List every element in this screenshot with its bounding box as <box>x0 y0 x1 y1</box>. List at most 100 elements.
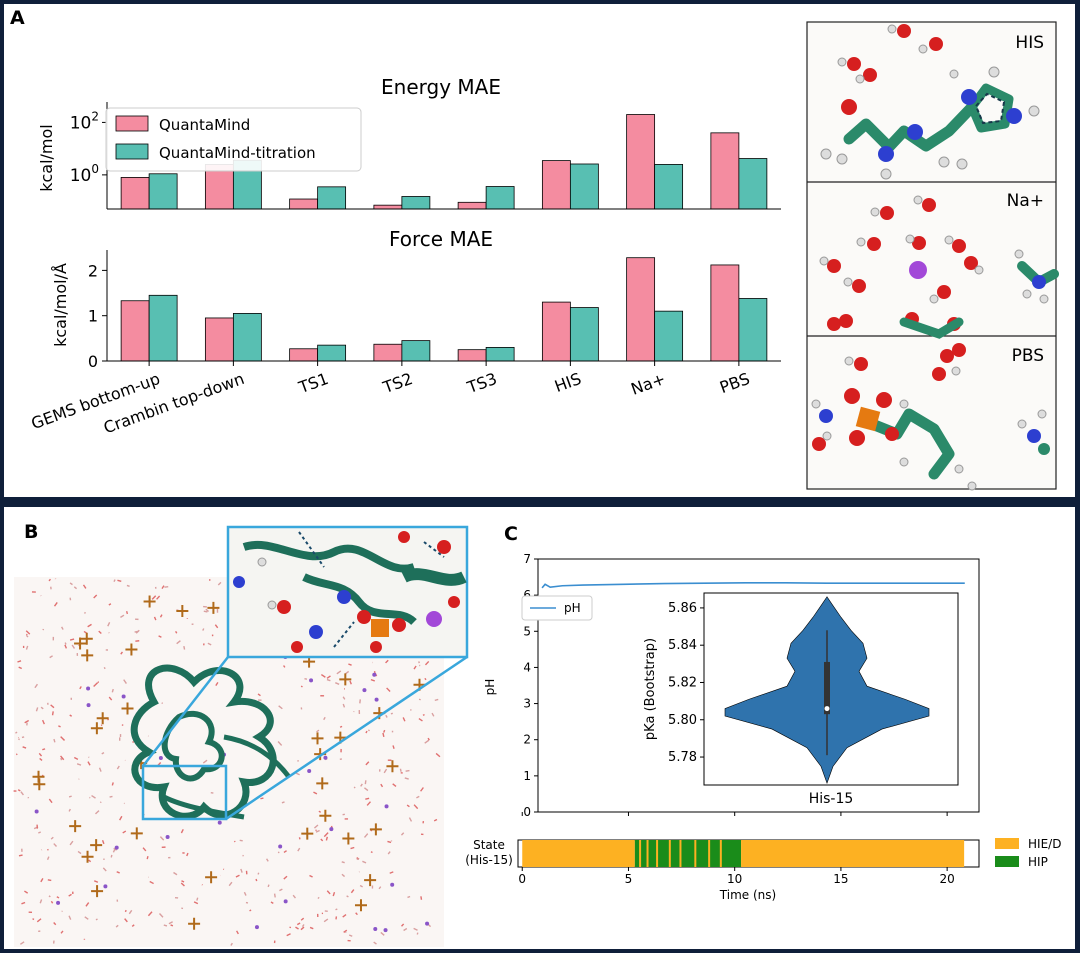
water-molecule <box>390 712 393 715</box>
water-molecule <box>124 918 128 923</box>
water-molecule <box>101 752 105 755</box>
water-molecule <box>257 693 261 697</box>
water-molecule <box>73 586 78 590</box>
force-bar-quantamind <box>120 300 150 362</box>
protein-cartoon <box>130 664 277 820</box>
sodium-ion <box>278 844 283 849</box>
water-molecule <box>433 818 438 822</box>
snapshot-column: HIS Na+ <box>806 21 1059 491</box>
energy-legend: QuantaMind QuantaMind-titration <box>105 107 362 172</box>
legend-frame <box>105 107 362 172</box>
water-molecule <box>323 918 329 923</box>
water-molecule <box>39 757 43 761</box>
legend-swatch-hip <box>995 856 1019 867</box>
phosphate-molecule <box>69 820 82 833</box>
time-tick-label: 10 <box>727 872 742 886</box>
water-molecule <box>186 852 189 857</box>
water-molecule <box>25 645 29 650</box>
water-molecule <box>94 880 99 883</box>
water-molecule <box>402 717 406 722</box>
state-label-line2: (His-15) <box>465 853 513 867</box>
water-molecule <box>207 642 212 646</box>
water-molecule <box>413 804 419 810</box>
water-molecule <box>84 611 86 614</box>
panel-bc: B C <box>4 507 1075 949</box>
phosphate-molecule <box>32 770 45 783</box>
water-molecule <box>265 858 269 862</box>
water-molecule <box>18 666 23 670</box>
force-tick-label: 1 <box>88 307 98 326</box>
water-molecule <box>131 924 135 927</box>
water-molecule <box>21 901 26 905</box>
panel-bc-canvas: B C <box>13 521 1061 947</box>
time-x-label: Time (ns) <box>719 888 776 902</box>
energy-bar-quantamind <box>289 198 319 210</box>
water-molecule <box>112 848 116 853</box>
water-molecule <box>420 896 423 900</box>
water-molecule <box>405 769 410 772</box>
sodium-ion <box>114 845 119 850</box>
energy-bar-titration <box>569 163 599 210</box>
water-molecule <box>88 859 92 863</box>
water-molecule <box>115 924 119 928</box>
water-molecule <box>283 875 288 880</box>
water-molecule <box>355 912 358 916</box>
water-molecule <box>366 801 371 806</box>
force-bar-titration <box>654 310 684 362</box>
water-molecule <box>326 890 331 895</box>
ph-tick-label: 6 <box>523 588 531 602</box>
water-molecule <box>309 874 313 878</box>
ph-tick-label: 3 <box>523 697 531 711</box>
water-molecule <box>203 610 208 613</box>
water-molecule <box>35 707 39 712</box>
force-bar-quantamind <box>457 349 487 362</box>
phosphate-molecule <box>319 809 332 822</box>
water-molecule <box>380 783 384 788</box>
water-molecule <box>36 918 42 923</box>
water-molecule <box>363 833 369 838</box>
water-molecule <box>399 768 402 772</box>
water-molecule <box>346 895 349 898</box>
water-molecule <box>404 777 409 780</box>
water-molecule <box>42 748 46 751</box>
water-molecule <box>373 941 377 945</box>
time-tick-label: 5 <box>625 872 633 886</box>
water-molecule <box>370 851 373 854</box>
water-molecule <box>315 829 320 833</box>
water-molecule <box>58 725 61 728</box>
water-molecule <box>69 582 73 586</box>
water-molecule <box>359 884 363 888</box>
violin-tick-label: 5.86 <box>668 601 697 616</box>
water-molecule <box>392 783 397 788</box>
force-bar-quantamind <box>373 343 403 362</box>
water-molecule <box>15 731 18 734</box>
zoom-line-2 <box>225 655 468 821</box>
water-molecule <box>385 714 388 718</box>
water-molecule <box>60 755 65 761</box>
water-molecule <box>339 725 343 728</box>
sodium-ion <box>372 672 377 677</box>
water-molecule <box>50 704 55 709</box>
ph-tick-label: 4 <box>523 660 531 674</box>
water-molecule <box>125 611 129 615</box>
water-molecule <box>277 851 280 854</box>
water-molecule <box>93 682 99 687</box>
state-label-line1: State <box>473 838 505 852</box>
water-molecule <box>107 621 111 627</box>
violin-y-label: pKa (Bootstrap) <box>643 638 658 740</box>
water-molecule <box>300 685 303 688</box>
water-molecule <box>403 927 408 932</box>
water-molecule <box>217 581 222 586</box>
water-molecule <box>39 899 43 904</box>
water-molecule <box>110 854 113 858</box>
water-molecule <box>343 929 348 933</box>
water-molecule <box>215 682 219 686</box>
sodium-ion <box>373 926 378 931</box>
water-molecule <box>301 924 305 928</box>
water-molecule <box>240 868 243 873</box>
water-molecule <box>50 836 54 840</box>
ph-y-ticks: 0 1 2 3 4 5 6 7 <box>523 552 538 819</box>
water-molecule <box>233 840 236 843</box>
legend-label-titration: QuantaMind-titration <box>159 144 316 162</box>
water-molecule <box>85 902 90 907</box>
